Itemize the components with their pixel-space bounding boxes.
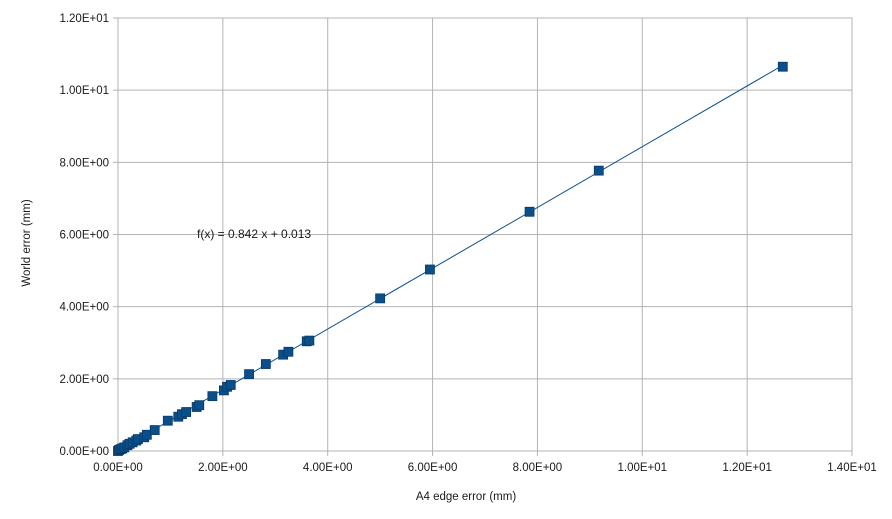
x-tick-label: 8.00E+00 [513, 462, 563, 474]
x-tick-label: 0.00E+00 [93, 462, 143, 474]
x-tick-labels: 0.00E+00 2.00E+00 4.00E+00 6.00E+00 8.00E+00… [93, 462, 877, 474]
data-point [524, 206, 535, 217]
y-axis-title: World error (mm) [21, 199, 33, 286]
data-point [181, 407, 192, 417]
y-tick-label: 8.00E+00 [59, 157, 109, 169]
trendline-line [117, 64, 784, 451]
trendline [117, 64, 784, 451]
data-point [593, 165, 604, 176]
x-axis-title: A4 edge error (mm) [416, 491, 517, 503]
data-point [225, 380, 236, 390]
data-point [283, 346, 294, 357]
x-tick-label: 1.40E+01 [827, 462, 877, 474]
plot-frame [117, 17, 853, 452]
y-tick-label: 2.00E+00 [59, 374, 109, 386]
x-tick-label: 1.20E+01 [722, 462, 772, 474]
data-point [260, 359, 271, 369]
gridlines [117, 17, 853, 452]
y-tick-label: 1.00E+01 [59, 85, 109, 97]
data-point [194, 400, 205, 411]
data-point [207, 391, 218, 402]
data-points [113, 61, 788, 456]
y-tick-label: 4.00E+00 [59, 302, 109, 314]
x-tick-label: 1.00E+01 [618, 462, 668, 474]
y-tick-label: 0.00E+00 [59, 446, 109, 458]
y-tick-label: 6.00E+00 [59, 230, 109, 242]
x-tick-label: 4.00E+00 [303, 462, 353, 474]
data-point [162, 415, 173, 426]
trendline-equation: f(x) = 0.842 x + 0.013 [197, 227, 311, 241]
y-tick-label: 1.20E+01 [59, 13, 109, 25]
data-point [304, 335, 315, 346]
data-point [777, 61, 788, 72]
data-point [149, 425, 160, 435]
x-tick-label: 2.00E+00 [198, 462, 248, 474]
y-tick-labels: 0.00E+00 2.00E+00 4.00E+00 6.00E+00 8.00E+00… [59, 13, 109, 458]
data-point [244, 369, 254, 380]
data-point [375, 293, 386, 304]
x-tick-label: 6.00E+00 [408, 462, 458, 474]
data-point [425, 264, 435, 275]
